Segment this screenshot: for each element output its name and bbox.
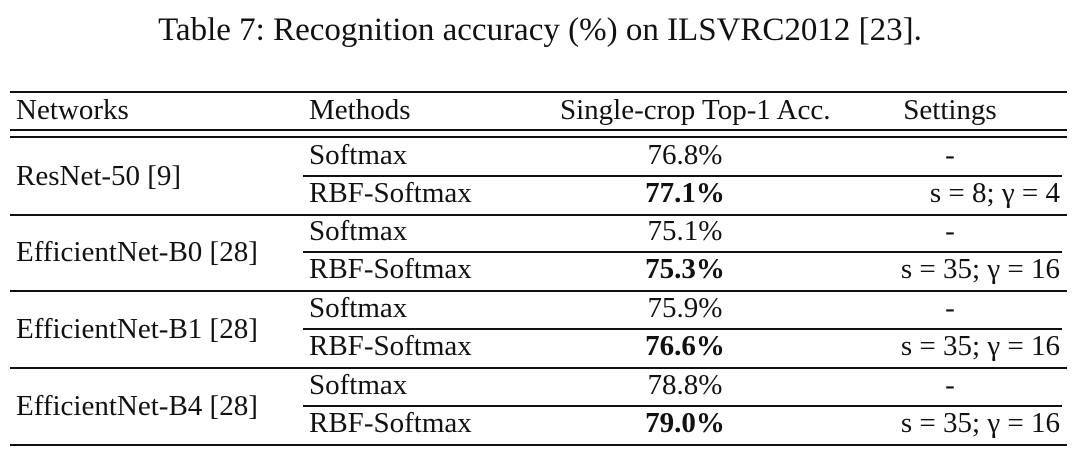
accuracy-value: 76.8% [647, 139, 723, 171]
method-rule [303, 328, 1062, 330]
header-settings: Settings [903, 94, 997, 126]
header-rule-1 [10, 129, 1067, 131]
method-name: Softmax [309, 292, 408, 324]
settings-value: s = 35; γ = 16 [900, 407, 1060, 439]
settings-value: - [945, 292, 955, 324]
method-name: RBF-Softmax [309, 407, 472, 439]
method-rule [303, 251, 1062, 253]
accuracy-value: 78.8% [647, 369, 723, 401]
accuracy-value: 76.6% [645, 330, 725, 362]
settings-value: - [945, 369, 955, 401]
network-name: EfficientNet-B4 [28] [16, 390, 258, 422]
header-rule-2 [10, 136, 1067, 138]
network-name: ResNet-50 [9] [16, 160, 182, 192]
method-name: RBF-Softmax [309, 253, 472, 285]
settings-value: s = 35; γ = 16 [900, 330, 1060, 362]
method-rule [303, 405, 1062, 407]
header-methods: Methods [309, 94, 411, 126]
header-networks: Networks [16, 94, 129, 126]
method-name: Softmax [309, 215, 408, 247]
group-rule [10, 214, 1067, 216]
header-accuracy: Single-crop Top-1 Acc. [560, 94, 831, 126]
settings-value: - [945, 215, 955, 247]
network-name: EfficientNet-B0 [28] [16, 236, 258, 268]
method-name: Softmax [309, 369, 408, 401]
top-rule [10, 91, 1067, 93]
settings-value: s = 35; γ = 16 [900, 253, 1060, 285]
method-rule [303, 175, 1062, 177]
method-name: RBF-Softmax [309, 177, 472, 209]
settings-value: - [945, 139, 955, 171]
accuracy-value: 77.1% [645, 177, 725, 209]
group-rule [10, 290, 1067, 292]
settings-value: s = 8; γ = 4 [929, 177, 1060, 209]
network-name: EfficientNet-B1 [28] [16, 313, 258, 345]
accuracy-value: 79.0% [645, 407, 725, 439]
method-name: RBF-Softmax [309, 330, 472, 362]
accuracy-value: 75.9% [647, 292, 723, 324]
accuracy-value: 75.3% [645, 253, 725, 285]
group-rule [10, 367, 1067, 369]
accuracy-value: 75.1% [647, 215, 723, 247]
table-caption: Table 7: Recognition accuracy (%) on ILS… [158, 12, 922, 48]
group-rule [10, 444, 1067, 446]
method-name: Softmax [309, 139, 408, 171]
